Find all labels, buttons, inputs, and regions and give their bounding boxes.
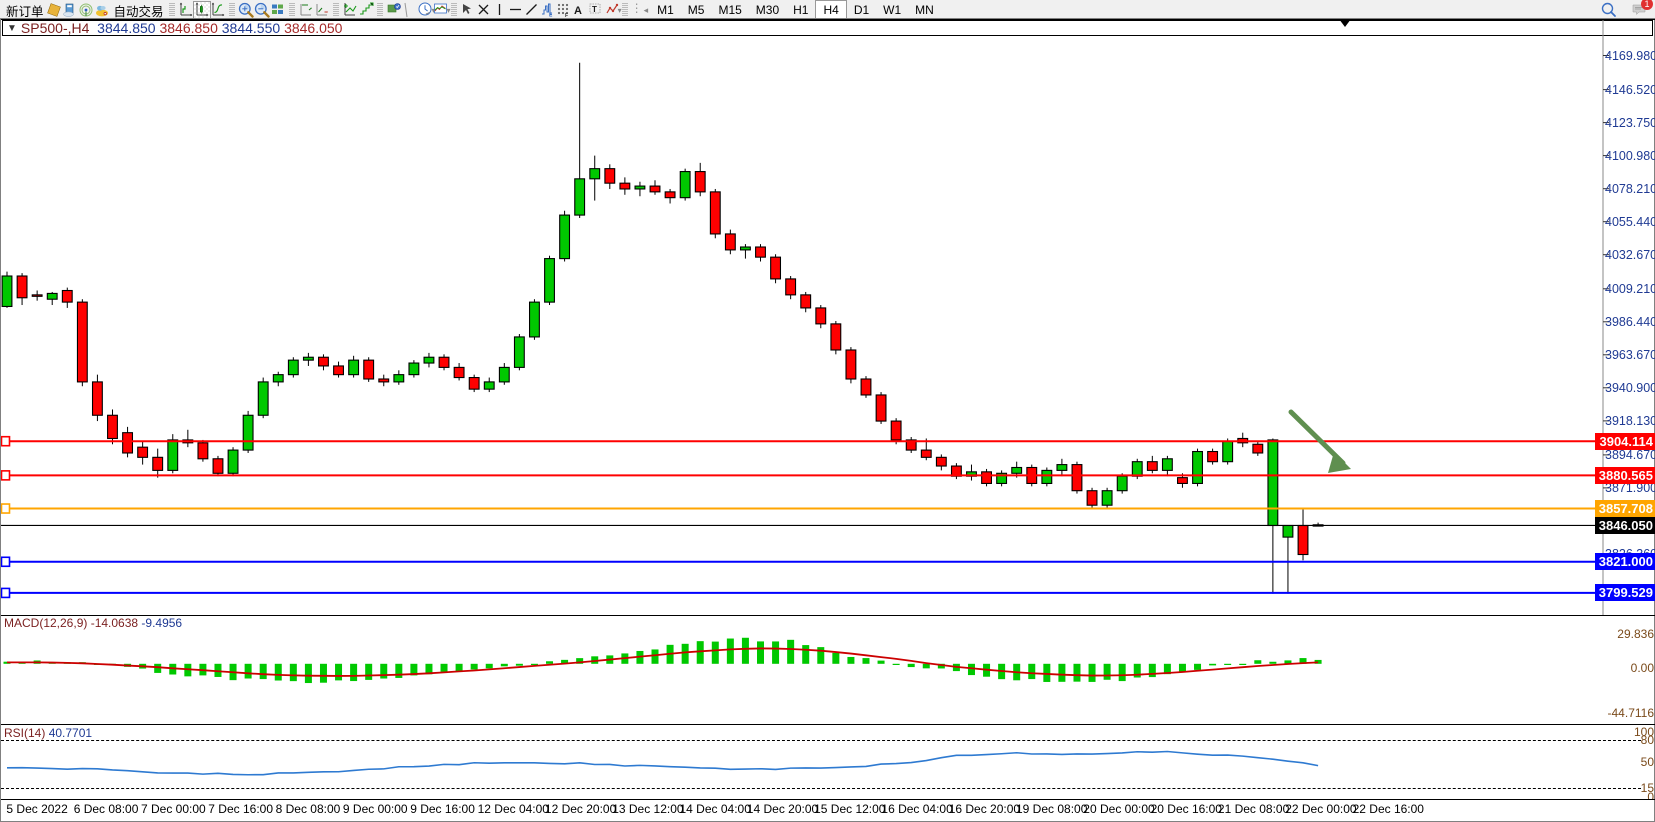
svg-text:A: A xyxy=(574,5,582,17)
svg-text:T: T xyxy=(592,5,597,14)
